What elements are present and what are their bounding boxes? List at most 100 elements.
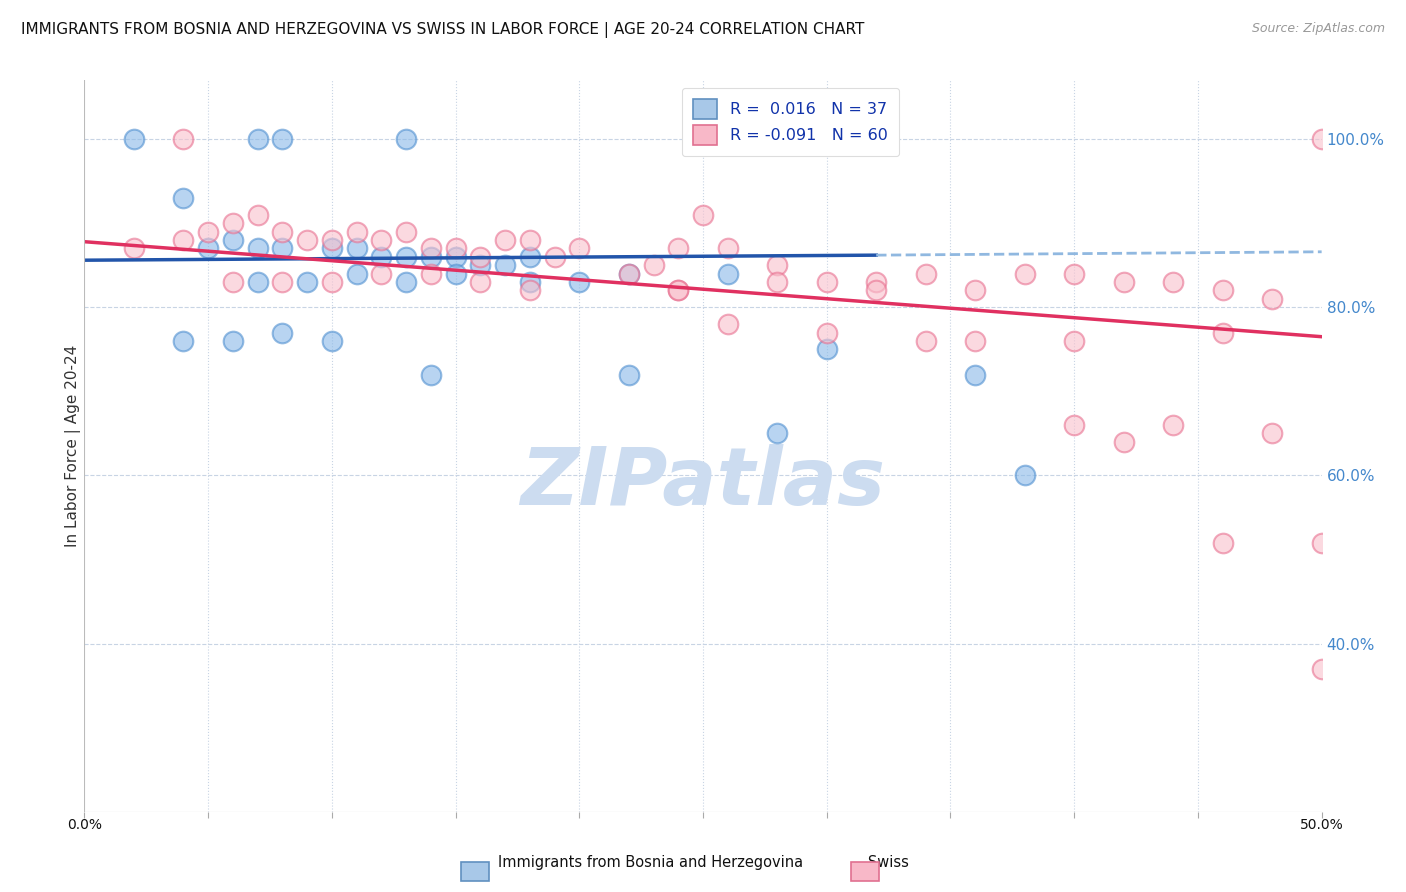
Point bbox=[766, 426, 789, 441]
Point bbox=[666, 284, 689, 298]
Point bbox=[717, 242, 740, 256]
Point bbox=[717, 267, 740, 281]
Text: 0.0%: 0.0% bbox=[67, 819, 101, 832]
Point bbox=[965, 284, 987, 298]
Point bbox=[271, 132, 294, 146]
Text: 50.0%: 50.0% bbox=[1299, 819, 1344, 832]
Point bbox=[346, 225, 368, 239]
Point bbox=[1310, 535, 1333, 549]
Point bbox=[321, 233, 343, 247]
Point bbox=[295, 233, 318, 247]
Point bbox=[444, 250, 467, 264]
Point bbox=[1063, 334, 1085, 348]
Point bbox=[470, 250, 492, 264]
Point bbox=[519, 284, 541, 298]
Point bbox=[1310, 132, 1333, 146]
Point bbox=[395, 250, 418, 264]
Point bbox=[122, 242, 145, 256]
Point bbox=[346, 242, 368, 256]
Point bbox=[815, 326, 838, 340]
Point bbox=[1014, 267, 1036, 281]
Legend: R =  0.016   N = 37, R = -0.091   N = 60: R = 0.016 N = 37, R = -0.091 N = 60 bbox=[682, 88, 900, 156]
Point bbox=[470, 258, 492, 272]
Point bbox=[1261, 292, 1284, 306]
Point bbox=[419, 242, 441, 256]
Point bbox=[271, 275, 294, 289]
Point bbox=[1212, 284, 1234, 298]
Point bbox=[444, 267, 467, 281]
Point bbox=[172, 191, 194, 205]
Point bbox=[172, 233, 194, 247]
Point bbox=[617, 267, 640, 281]
Point bbox=[766, 258, 789, 272]
Point bbox=[321, 334, 343, 348]
Point bbox=[246, 132, 269, 146]
Point bbox=[122, 132, 145, 146]
Point bbox=[271, 326, 294, 340]
Point bbox=[222, 216, 245, 230]
Point bbox=[815, 275, 838, 289]
Point bbox=[568, 242, 591, 256]
Point bbox=[370, 250, 392, 264]
Point bbox=[197, 242, 219, 256]
Point bbox=[370, 233, 392, 247]
Point bbox=[444, 242, 467, 256]
Point bbox=[295, 275, 318, 289]
Point bbox=[617, 368, 640, 382]
Point bbox=[914, 267, 936, 281]
Point bbox=[1161, 417, 1184, 432]
Text: Immigrants from Bosnia and Herzegovina              Swiss: Immigrants from Bosnia and Herzegovina S… bbox=[498, 855, 908, 870]
Point bbox=[346, 267, 368, 281]
Point bbox=[419, 267, 441, 281]
Point bbox=[494, 258, 516, 272]
Point bbox=[643, 258, 665, 272]
Point bbox=[1310, 662, 1333, 676]
Point bbox=[965, 334, 987, 348]
Point bbox=[419, 250, 441, 264]
Point bbox=[692, 208, 714, 222]
Text: Source: ZipAtlas.com: Source: ZipAtlas.com bbox=[1251, 22, 1385, 36]
Point bbox=[246, 208, 269, 222]
Y-axis label: In Labor Force | Age 20-24: In Labor Force | Age 20-24 bbox=[65, 345, 82, 547]
Point bbox=[519, 275, 541, 289]
Point bbox=[717, 317, 740, 331]
Point bbox=[419, 368, 441, 382]
Point bbox=[271, 225, 294, 239]
Point bbox=[172, 132, 194, 146]
Text: ZIPatlas: ZIPatlas bbox=[520, 443, 886, 522]
Point bbox=[470, 275, 492, 289]
Point bbox=[321, 242, 343, 256]
Point bbox=[766, 275, 789, 289]
Point bbox=[1212, 326, 1234, 340]
Point bbox=[519, 250, 541, 264]
Point bbox=[222, 275, 245, 289]
Point bbox=[914, 334, 936, 348]
Point bbox=[271, 242, 294, 256]
Point bbox=[395, 132, 418, 146]
Point bbox=[1112, 434, 1135, 449]
Point bbox=[172, 334, 194, 348]
Point bbox=[965, 368, 987, 382]
Point bbox=[246, 275, 269, 289]
Point bbox=[1063, 417, 1085, 432]
Point bbox=[494, 233, 516, 247]
Point bbox=[395, 275, 418, 289]
Point bbox=[197, 225, 219, 239]
Point bbox=[321, 275, 343, 289]
Point bbox=[1212, 535, 1234, 549]
Point bbox=[222, 334, 245, 348]
Point bbox=[666, 242, 689, 256]
Point bbox=[519, 233, 541, 247]
Point bbox=[617, 267, 640, 281]
Point bbox=[395, 225, 418, 239]
Point bbox=[865, 284, 887, 298]
Point bbox=[1161, 275, 1184, 289]
Point bbox=[815, 343, 838, 357]
Point bbox=[222, 233, 245, 247]
Text: IMMIGRANTS FROM BOSNIA AND HERZEGOVINA VS SWISS IN LABOR FORCE | AGE 20-24 CORRE: IMMIGRANTS FROM BOSNIA AND HERZEGOVINA V… bbox=[21, 22, 865, 38]
Point bbox=[543, 250, 565, 264]
Point bbox=[1261, 426, 1284, 441]
Point bbox=[246, 242, 269, 256]
Point bbox=[1063, 267, 1085, 281]
Point bbox=[666, 284, 689, 298]
